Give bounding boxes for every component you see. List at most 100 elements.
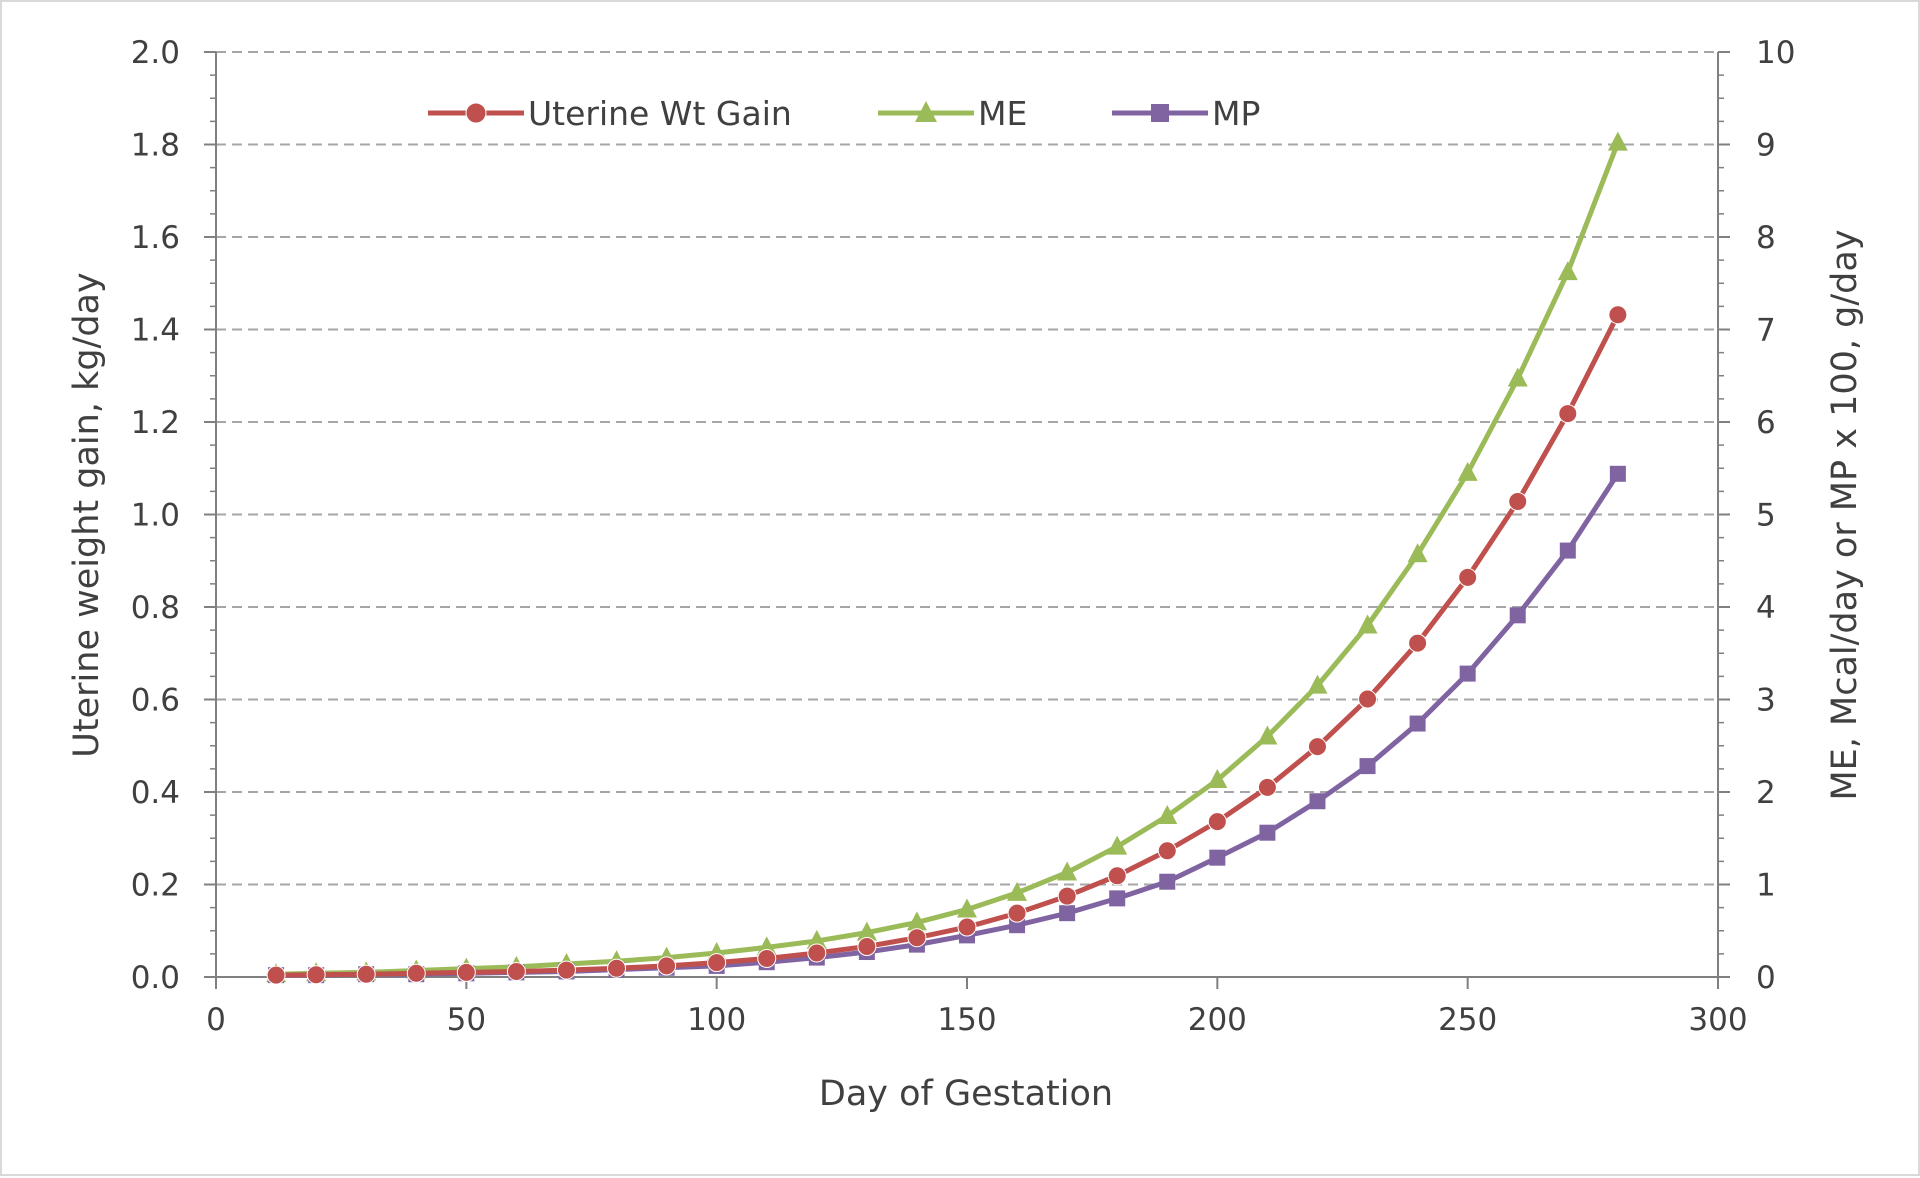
data-point	[1358, 689, 1378, 709]
data-point	[1159, 873, 1176, 890]
legend-item: ME	[878, 94, 1027, 133]
legend-label: MP	[1212, 94, 1260, 133]
left-y-tick-label: 0.4	[131, 775, 180, 811]
data-point	[907, 928, 927, 948]
right-y-tick-label: 2	[1756, 775, 1776, 811]
x-tick-label: 50	[447, 1002, 486, 1038]
data-point	[556, 960, 576, 980]
data-point	[1157, 805, 1178, 825]
x-axis-title: Day of Gestation	[819, 1074, 1113, 1114]
data-point	[607, 958, 627, 978]
data-point	[1207, 812, 1227, 832]
data-point	[957, 898, 977, 918]
gridlines	[216, 51, 1718, 886]
legend-swatch-marker	[915, 101, 937, 122]
series	[266, 131, 1628, 985]
data-point	[1559, 542, 1576, 559]
data-point	[456, 962, 476, 982]
data-point	[1607, 131, 1628, 151]
data-point	[1409, 715, 1426, 732]
data-point	[1007, 881, 1028, 901]
series-uterine-wt-gain	[266, 305, 1628, 985]
data-point	[1307, 737, 1327, 757]
right-y-tick-label: 8	[1756, 220, 1776, 256]
left-y-axis-title: Uterine weight gain, kg/day	[67, 272, 107, 757]
series-line	[273, 140, 1621, 977]
x-tick-label: 200	[1188, 1002, 1247, 1038]
axes: 0.0 0.2 0.4 0.6 0.8 1.0 1.2 1.4 1.6 1.8 2.0 0 1 2 3 4 5 6…	[131, 35, 1796, 1038]
data-point	[356, 964, 376, 984]
left-y-tick-label: 0.8	[131, 590, 180, 626]
right-y-axis-title: ME, Mcal/day or MP x 100, g/day	[1825, 229, 1865, 800]
right-y-tick-label: 4	[1756, 590, 1776, 626]
data-point	[1259, 824, 1276, 841]
x-tick-label: 300	[1688, 1002, 1747, 1038]
left-y-tick-label: 2.0	[131, 35, 180, 71]
data-point	[1109, 890, 1126, 907]
left-y-tick-label: 0.0	[131, 960, 180, 996]
legend-label: Uterine Wt Gain	[528, 94, 792, 133]
data-point	[406, 963, 426, 983]
left-y-tick-label: 0.6	[131, 683, 180, 719]
data-point	[506, 961, 526, 981]
data-point	[1508, 492, 1528, 512]
data-point	[657, 956, 677, 976]
legend-swatch-marker	[1151, 104, 1169, 122]
data-point	[1608, 305, 1628, 325]
right-y-tick-label: 3	[1756, 683, 1776, 719]
right-y-tick-label: 6	[1756, 405, 1776, 441]
legend-swatch-marker	[465, 102, 487, 124]
x-tick-label: 0	[206, 1002, 226, 1038]
data-point	[1457, 461, 1478, 481]
data-point	[1309, 793, 1326, 810]
legend: Uterine Wt Gain ME MP	[428, 94, 1260, 133]
data-point	[306, 965, 326, 985]
data-point	[857, 936, 877, 956]
data-point	[1609, 465, 1626, 482]
right-y-tick-label: 1	[1756, 868, 1776, 904]
data-point	[1509, 607, 1526, 624]
data-point	[1207, 768, 1228, 788]
data-point	[1458, 567, 1478, 587]
left-y-tick-label: 1.4	[131, 313, 180, 349]
right-y-tick-label: 0	[1756, 960, 1776, 996]
left-y-tick-label: 0.2	[131, 868, 180, 904]
data-point	[1408, 633, 1428, 653]
right-y-tick-label: 5	[1756, 498, 1776, 534]
data-point	[757, 949, 777, 968]
left-y-tick-label: 1.6	[131, 220, 180, 256]
legend-item: Uterine Wt Gain	[428, 94, 792, 133]
data-point	[806, 929, 827, 949]
data-point	[1507, 367, 1528, 387]
legend-label: ME	[978, 94, 1027, 133]
legend-item: MP	[1112, 94, 1260, 133]
data-point	[1057, 886, 1077, 906]
data-point	[1407, 543, 1428, 563]
data-point	[1157, 841, 1177, 861]
data-point	[856, 921, 877, 941]
left-y-tick-label: 1.0	[131, 498, 180, 534]
x-tick-label: 150	[937, 1002, 996, 1038]
right-y-tick-label: 7	[1756, 313, 1776, 349]
data-point	[1059, 905, 1076, 922]
data-point	[1107, 835, 1128, 855]
x-tick-label: 250	[1438, 1002, 1497, 1038]
data-point	[1007, 903, 1027, 923]
data-point	[266, 965, 286, 985]
data-point	[1357, 614, 1378, 634]
data-point	[1359, 758, 1376, 775]
left-y-tick-label: 1.2	[131, 405, 180, 441]
data-point	[1307, 674, 1328, 694]
left-y-tick-label: 1.8	[131, 128, 180, 164]
data-point	[1257, 777, 1277, 797]
series-me	[266, 131, 1628, 983]
series-line	[273, 312, 1621, 978]
data-point	[957, 917, 977, 937]
data-point	[1107, 866, 1127, 886]
right-y-tick-label: 10	[1756, 35, 1795, 71]
data-point	[906, 911, 927, 931]
right-y-tick-label: 9	[1756, 128, 1776, 164]
x-tick-label: 100	[687, 1002, 746, 1038]
